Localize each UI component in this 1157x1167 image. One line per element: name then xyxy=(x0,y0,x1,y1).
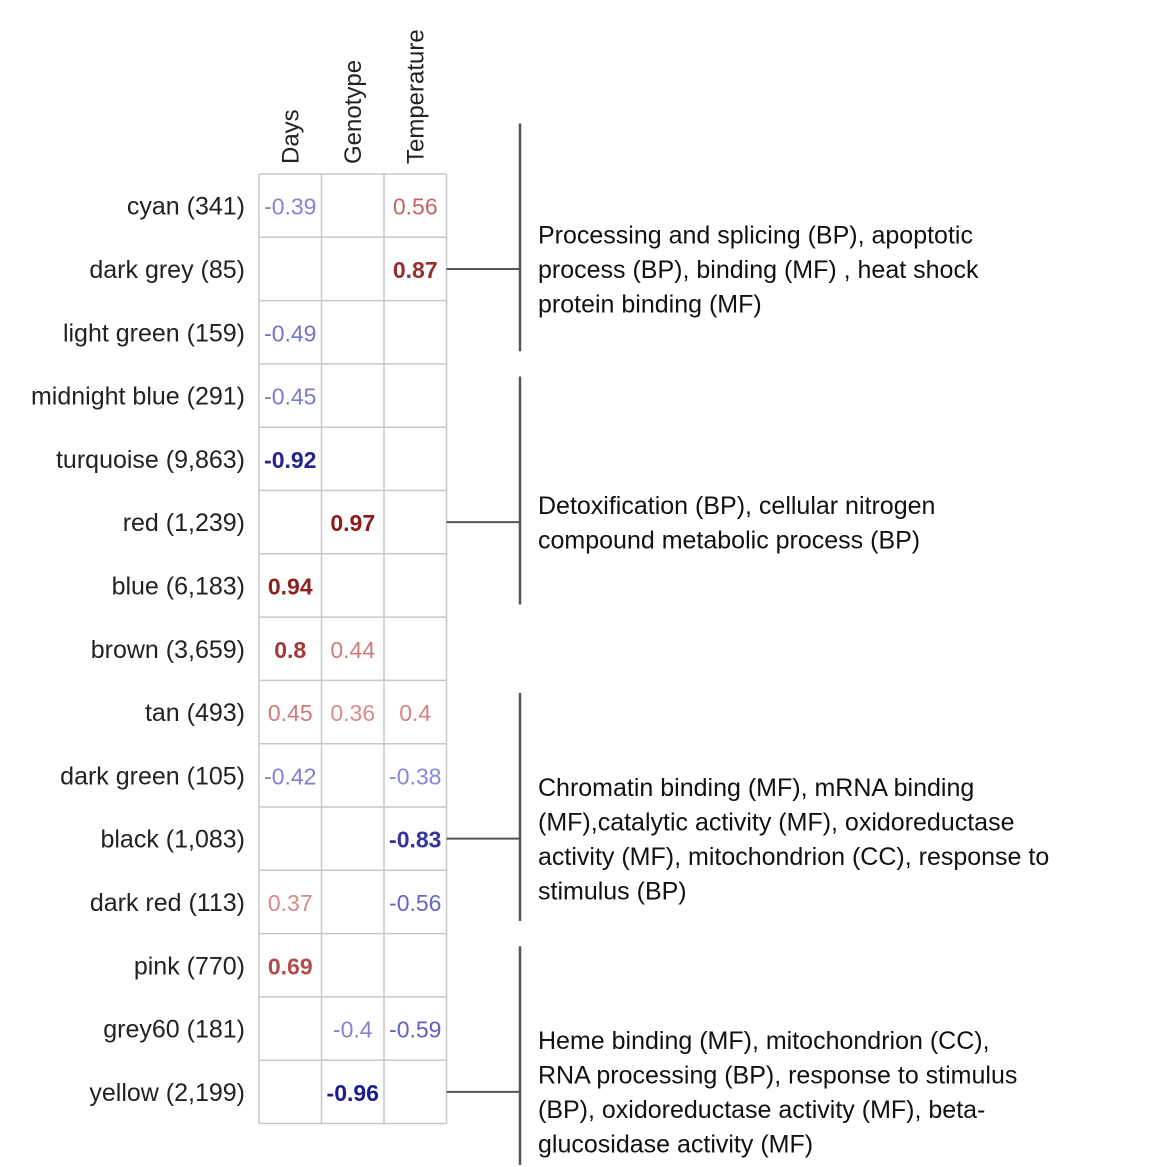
heatmap-cell-value: -0.39 xyxy=(264,194,316,220)
heatmap-cell-value: -0.42 xyxy=(264,763,316,789)
heatmap-cell-value: 0.56 xyxy=(393,194,438,220)
heatmap-cell-value: 0.8 xyxy=(274,637,306,663)
row-label: black (1,083) xyxy=(100,826,245,854)
row-label: light green (159) xyxy=(63,319,245,347)
heatmap-cell-value: 0.97 xyxy=(330,510,375,536)
column-label: Temperature xyxy=(402,29,429,164)
annotation-text: Processing and splicing (BP), apoptotic xyxy=(538,221,973,249)
annotation-text: compound metabolic process (BP) xyxy=(538,526,920,554)
heatmap-cell-value: 0.69 xyxy=(268,953,313,979)
heatmap-cell-value: -0.83 xyxy=(389,827,441,853)
column-label: Days xyxy=(277,109,304,164)
heatmap-cell-value: -0.92 xyxy=(264,447,316,473)
annotation-text: (BP), oxidoreductase activity (MF), beta… xyxy=(538,1096,985,1124)
row-label: dark grey (85) xyxy=(89,256,245,284)
annotation-text: process (BP), binding (MF) , heat shock xyxy=(538,256,979,284)
heatmap-grid xyxy=(258,173,448,1125)
row-label: dark red (113) xyxy=(90,889,245,917)
row-label: grey60 (181) xyxy=(103,1016,245,1044)
row-label: blue (6,183) xyxy=(112,572,245,600)
annotation-text: stimulus (BP) xyxy=(538,877,687,905)
row-label: cyan (341) xyxy=(127,193,245,221)
row-label: tan (493) xyxy=(145,699,245,727)
annotation-text: protein binding (MF) xyxy=(538,290,762,318)
heatmap-cell-value: 0.4 xyxy=(399,700,431,726)
heatmap-cell-value: 0.37 xyxy=(268,890,313,916)
row-label: turquoise (9,863) xyxy=(56,446,245,474)
row-label: brown (3,659) xyxy=(91,636,245,664)
heatmap-cell-value: 0.94 xyxy=(268,573,313,599)
row-label: yellow (2,199) xyxy=(89,1079,245,1107)
heatmap-cell-value: -0.45 xyxy=(264,384,316,410)
heatmap-cell-value: 0.45 xyxy=(268,700,313,726)
annotation-text: Chromatin binding (MF), mRNA binding xyxy=(538,774,974,802)
heatmap-cell-value: -0.4 xyxy=(333,1017,373,1043)
heatmap-cell-value: 0.87 xyxy=(393,257,438,283)
heatmap-cell-value: -0.96 xyxy=(327,1080,379,1106)
heatmap-cell-value: -0.59 xyxy=(389,1017,441,1043)
heatmap-cell-value: 0.44 xyxy=(330,637,375,663)
annotation-text: Detoxification (BP), cellular nitrogen xyxy=(538,492,935,520)
heatmap-cell-value: 0.36 xyxy=(330,700,375,726)
annotation-text: Heme binding (MF), mitochondrion (CC), xyxy=(538,1027,990,1055)
column-label: Genotype xyxy=(340,60,367,164)
heatmap-cell-value: -0.38 xyxy=(389,763,441,789)
heatmap-cell-value: -0.49 xyxy=(264,320,316,346)
row-label: pink (770) xyxy=(134,952,245,980)
annotation-text: RNA processing (BP), response to stimulu… xyxy=(538,1062,1017,1090)
annotation-text: glucosidase activity (MF) xyxy=(538,1131,813,1159)
annotation-text: (MF),catalytic activity (MF), oxidoreduc… xyxy=(538,808,1015,836)
heatmap-cell-value: -0.56 xyxy=(389,890,441,916)
row-label: red (1,239) xyxy=(123,509,245,537)
annotation-text: activity (MF), mitochondrion (CC), respo… xyxy=(538,843,1049,871)
row-label: dark green (105) xyxy=(60,762,245,790)
row-label: midnight blue (291) xyxy=(31,383,245,411)
